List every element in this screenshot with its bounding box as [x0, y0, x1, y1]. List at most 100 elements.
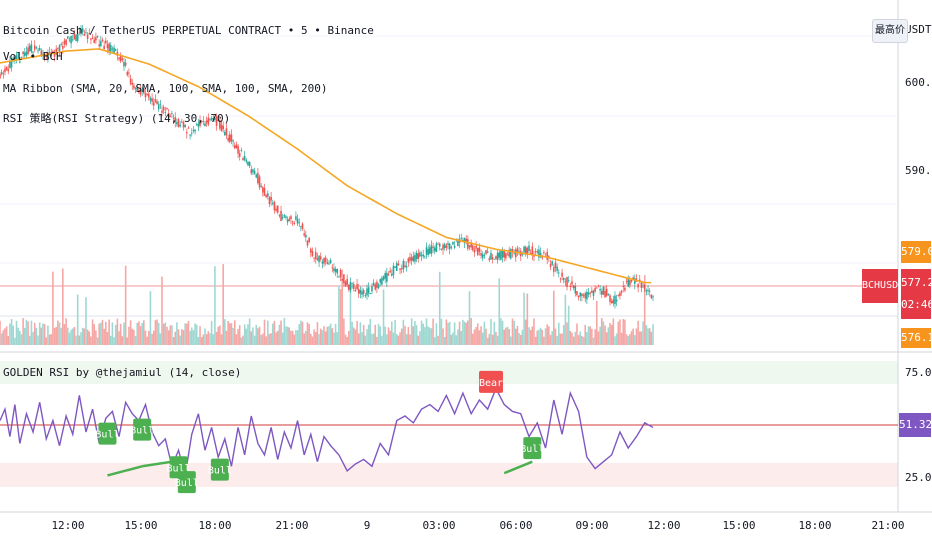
- candle-body[interactable]: [96, 36, 99, 38]
- candle-body[interactable]: [600, 291, 603, 295]
- candle-body[interactable]: [27, 47, 29, 54]
- candle-body[interactable]: [227, 137, 229, 141]
- candle-body[interactable]: [242, 158, 244, 161]
- candle-body[interactable]: [465, 238, 467, 242]
- candle-body[interactable]: [30, 44, 33, 52]
- candle-body[interactable]: [645, 290, 648, 292]
- candle-body[interactable]: [463, 238, 466, 244]
- candle-body[interactable]: [526, 248, 529, 256]
- candle-body[interactable]: [562, 277, 565, 281]
- candle-body[interactable]: [90, 38, 92, 40]
- candle-body[interactable]: [622, 286, 625, 287]
- candle-body[interactable]: [119, 54, 122, 62]
- candle-body[interactable]: [374, 284, 377, 290]
- candle-body[interactable]: [217, 119, 220, 122]
- candle-body[interactable]: [138, 89, 140, 93]
- candle-body[interactable]: [276, 205, 279, 213]
- candle-body[interactable]: [557, 272, 560, 274]
- candle-body[interactable]: [32, 51, 34, 53]
- candle-body[interactable]: [85, 32, 87, 34]
- candle-body[interactable]: [17, 54, 19, 56]
- candle-body[interactable]: [377, 284, 380, 288]
- candle-body[interactable]: [0, 72, 3, 75]
- candle-body[interactable]: [65, 39, 67, 45]
- candle-body[interactable]: [579, 292, 582, 297]
- candle-body[interactable]: [40, 50, 43, 56]
- candle-body[interactable]: [194, 129, 196, 132]
- candle-body[interactable]: [328, 263, 330, 265]
- candle-body[interactable]: [359, 290, 362, 294]
- candle-body[interactable]: [559, 278, 562, 280]
- candle-body[interactable]: [481, 254, 484, 259]
- candle-body[interactable]: [152, 102, 155, 106]
- candle-body[interactable]: [429, 247, 431, 254]
- candle-body[interactable]: [293, 222, 296, 224]
- candle-body[interactable]: [52, 51, 54, 54]
- candle-body[interactable]: [298, 222, 301, 224]
- candle-body[interactable]: [576, 291, 578, 296]
- candle-body[interactable]: [541, 256, 544, 259]
- candle-body[interactable]: [366, 288, 368, 296]
- candle-body[interactable]: [513, 252, 515, 254]
- candle-body[interactable]: [171, 113, 173, 114]
- candle-body[interactable]: [417, 253, 420, 259]
- candle-body[interactable]: [450, 246, 453, 248]
- candle-body[interactable]: [412, 256, 415, 262]
- candle-body[interactable]: [128, 72, 130, 74]
- candle-body[interactable]: [164, 112, 167, 113]
- candle-body[interactable]: [430, 245, 433, 254]
- candle-body[interactable]: [599, 288, 601, 291]
- candle-body[interactable]: [415, 252, 418, 260]
- candle-body[interactable]: [447, 243, 449, 246]
- candle-body[interactable]: [190, 132, 193, 134]
- bear-signal[interactable]: Bear: [479, 370, 503, 393]
- candle-body[interactable]: [205, 120, 208, 123]
- candle-body[interactable]: [326, 262, 329, 264]
- candle-body[interactable]: [539, 252, 542, 257]
- candle-body[interactable]: [71, 39, 74, 41]
- candle-body[interactable]: [101, 39, 104, 41]
- ma-legend[interactable]: MA Ribbon (SMA, 20, SMA, 100, SMA, 100, …: [3, 82, 328, 95]
- candle-body[interactable]: [169, 116, 172, 118]
- candle-body[interactable]: [433, 247, 436, 252]
- candle-body[interactable]: [121, 58, 124, 61]
- candle-body[interactable]: [382, 276, 385, 280]
- candle-body[interactable]: [485, 250, 487, 254]
- candle-body[interactable]: [305, 234, 307, 238]
- candle-body[interactable]: [144, 93, 147, 98]
- candle-body[interactable]: [361, 291, 363, 295]
- candle-body[interactable]: [114, 49, 117, 51]
- candle-body[interactable]: [567, 280, 570, 281]
- candle-body[interactable]: [648, 290, 651, 292]
- candle-body[interactable]: [232, 140, 234, 142]
- candle-body[interactable]: [235, 144, 238, 149]
- candle-body[interactable]: [514, 249, 517, 258]
- candle-body[interactable]: [75, 34, 77, 41]
- candle-body[interactable]: [247, 161, 249, 166]
- candle-body[interactable]: [258, 176, 261, 188]
- candle-body[interactable]: [475, 245, 477, 249]
- candle-body[interactable]: [91, 37, 94, 40]
- candle-body[interactable]: [275, 208, 277, 211]
- candle-body[interactable]: [58, 45, 61, 53]
- symbol-tag[interactable]: BCHUSDT.P: [862, 269, 916, 303]
- candle-body[interactable]: [300, 226, 302, 228]
- candle-body[interactable]: [386, 272, 388, 282]
- candle-body[interactable]: [620, 290, 623, 293]
- candle-body[interactable]: [70, 35, 72, 44]
- candle-body[interactable]: [619, 292, 621, 296]
- candle-body[interactable]: [604, 290, 606, 298]
- candle-body[interactable]: [614, 295, 616, 305]
- candle-body[interactable]: [394, 266, 396, 268]
- candle-body[interactable]: [506, 254, 509, 256]
- candle-body[interactable]: [166, 108, 168, 110]
- candle-body[interactable]: [553, 267, 555, 272]
- candle-body[interactable]: [376, 281, 378, 288]
- candle-body[interactable]: [435, 243, 438, 253]
- candle-body[interactable]: [488, 258, 491, 261]
- bull-signal[interactable]: Bull: [175, 471, 199, 494]
- candle-body[interactable]: [352, 284, 355, 290]
- currency-label[interactable]: USDT: [905, 23, 932, 36]
- candle-body[interactable]: [134, 87, 137, 89]
- candle-body[interactable]: [60, 44, 62, 45]
